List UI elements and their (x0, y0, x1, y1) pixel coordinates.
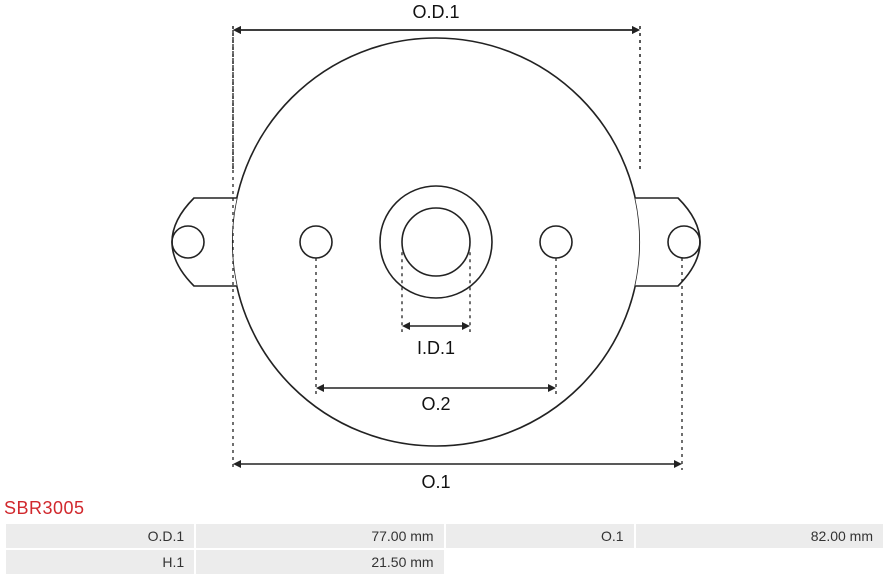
dim-label-o2: O.2 (421, 394, 450, 415)
drawing-svg (0, 0, 889, 520)
dim-label-o1: O.1 (421, 472, 450, 493)
spec-key (446, 550, 634, 574)
spec-key: O.1 (446, 524, 634, 548)
diagram-area: O.D.1 I.D.1 O.2 O.1 (0, 0, 889, 520)
table-row: H.1 21.50 mm (6, 550, 883, 574)
table-row: O.D.1 77.00 mm O.1 82.00 mm (6, 524, 883, 548)
spec-value: 21.50 mm (196, 550, 443, 574)
part-number: SBR3005 (4, 498, 85, 519)
spec-value (636, 550, 883, 574)
spec-value: 82.00 mm (636, 524, 883, 548)
spec-value: 77.00 mm (196, 524, 443, 548)
dim-label-od1: O.D.1 (412, 2, 459, 23)
dim-label-id1: I.D.1 (417, 338, 455, 359)
spec-key: H.1 (6, 550, 194, 574)
spec-key: O.D.1 (6, 524, 194, 548)
spec-table: O.D.1 77.00 mm O.1 82.00 mm H.1 21.50 mm (4, 522, 885, 576)
